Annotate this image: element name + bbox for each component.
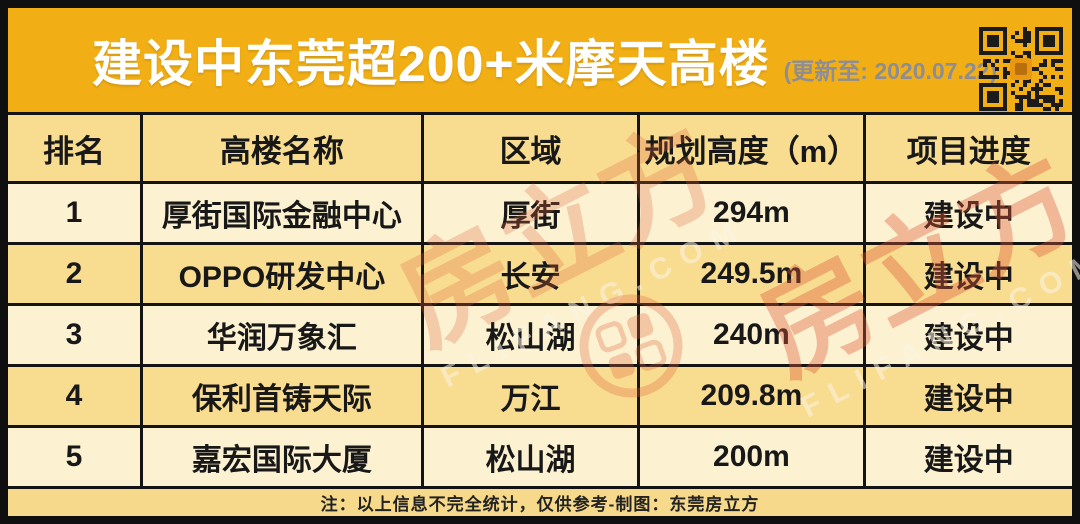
table-row-5-rank: 5 [8,428,140,486]
table-row-5-height: 200m [640,428,863,486]
table-row-2-area: 长安 [423,245,638,303]
qr-code-icon [978,26,1064,112]
updated-date-label: (更新至: 2020.07.22) [783,58,998,84]
table-row-3-rank: 3 [8,306,140,364]
table-row-3-height: 240m [640,306,863,364]
table-row-1-rank: 1 [8,184,140,242]
column-header-area: 区域 [423,115,638,181]
table-row-4-area: 万江 [423,367,638,425]
table-row-2-status: 建设中 [865,245,1072,303]
table-row-1-name: 厚街国际金融中心 [142,184,421,242]
column-header-rank: 排名 [8,115,140,181]
table-row-2-rank: 2 [8,245,140,303]
table-row-3-name: 华润万象汇 [142,306,421,364]
table-row-2-height: 249.5m [640,245,863,303]
title-bar: 建设中东莞超200+米摩天高楼 (更新至: 2020.07.22) [8,8,1072,112]
table-row-4-rank: 4 [8,367,140,425]
table-row-4-status: 建设中 [865,367,1072,425]
footer-note-bar: 注：以上信息不完全统计，仅供参考-制图：东莞房立方 [8,489,1072,516]
table-row-4-height: 209.8m [640,367,863,425]
table-row-3-area: 松山湖 [423,306,638,364]
table-row-5-area: 松山湖 [423,428,638,486]
table-row-2-name: OPPO研发中心 [142,245,421,303]
table-row-1-area: 厚街 [423,184,638,242]
skyscraper-table: 排名 高楼名称 区域 规划高度（m） 项目进度 1 厚街国际金融中心 厚街 29… [8,112,1072,489]
table-row-5-name: 嘉宏国际大厦 [142,428,421,486]
table-row-1-status: 建设中 [865,184,1072,242]
column-header-height: 规划高度（m） [640,115,863,181]
page-title: 建设中东莞超200+米摩天高楼 [92,36,770,92]
table-row-5-status: 建设中 [865,428,1072,486]
qr-code-icon [979,27,1063,111]
table-row-4-name: 保利首铸天际 [142,367,421,425]
table-row-3-status: 建设中 [865,306,1072,364]
table-row-1-height: 294m [640,184,863,242]
footer-note: 注：以上信息不完全统计，仅供参考-制图：东莞房立方 [320,495,760,514]
column-header-progress: 项目进度 [865,115,1072,181]
column-header-name: 高楼名称 [142,115,421,181]
